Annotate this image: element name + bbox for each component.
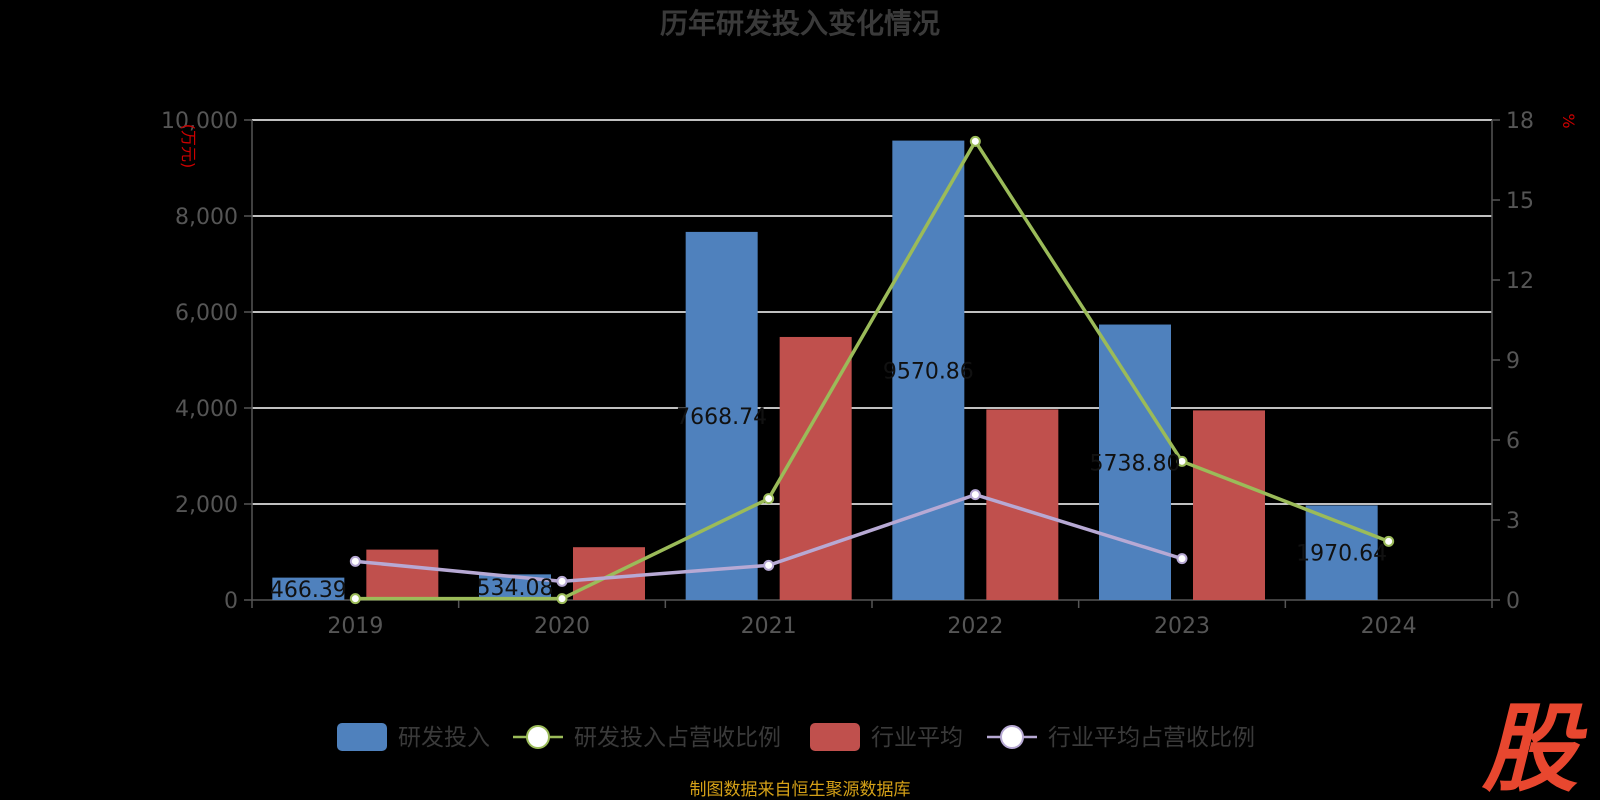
left-tick-label: 0	[224, 589, 238, 614]
legend-swatch-marker	[526, 725, 550, 749]
left-tick-label: 8,000	[175, 205, 238, 230]
x-tick-label: 2024	[1361, 614, 1417, 639]
bar-data-label: 534.08	[477, 576, 554, 601]
legend-label: 行业平均占营收比例	[1048, 725, 1255, 751]
bar-industry	[366, 549, 439, 600]
bar-rd	[685, 231, 758, 600]
left-tick-label: 2,000	[175, 493, 238, 518]
bar-rd	[1099, 324, 1171, 600]
bar-rd	[1305, 505, 1378, 600]
bar-industry	[1193, 410, 1265, 600]
bar-rd	[272, 577, 345, 600]
data-labels: 466.39 534.08 7668.74 9570.86 5738.80 1970.64	[270, 359, 1387, 603]
x-tick-label: 2020	[534, 614, 590, 639]
bar-data-label: 5738.80	[1090, 451, 1181, 476]
bar-rd	[892, 140, 965, 600]
line-point	[969, 135, 981, 147]
bar-data-label: 1970.64	[1296, 542, 1387, 567]
legend-label: 研发投入占营收比例	[574, 725, 781, 751]
bars	[272, 140, 1378, 600]
series-line	[355, 137, 1390, 601]
bar-data-label: 9570.86	[883, 359, 974, 384]
legend[interactable]: 研发投入 研发投入占营收比例 行业平均 行业平均占营收比例	[337, 723, 1255, 751]
right-tick-label: 12	[1506, 269, 1534, 294]
line-point	[349, 555, 361, 567]
bar-industry	[573, 547, 645, 600]
line-point	[556, 575, 568, 587]
chart-title: 历年研发投入变化情况	[660, 7, 940, 40]
x-tick-label: 2023	[1154, 614, 1210, 639]
x-tick-label: 2022	[947, 614, 1003, 639]
grid	[252, 119, 1492, 505]
line-point	[1383, 535, 1395, 547]
line-point	[556, 593, 568, 605]
right-tick-label: 6	[1506, 429, 1520, 454]
right-tick-label: 18	[1506, 109, 1534, 134]
bar-data-label: 466.39	[270, 578, 347, 603]
right-tick-label: 9	[1506, 349, 1520, 374]
line-point	[763, 559, 775, 571]
left-tick-label: 10,000	[161, 109, 238, 134]
left-tick-label: 4,000	[175, 397, 238, 422]
x-tick-label: 2021	[741, 614, 797, 639]
legend-swatch-marker	[1000, 725, 1024, 749]
line-point	[1176, 553, 1188, 565]
legend-label: 行业平均	[871, 725, 963, 751]
source-note: 制图数据来自恒生聚源数据库	[690, 780, 911, 800]
line-point	[763, 493, 775, 505]
x-tick-label: 2019	[327, 614, 383, 639]
right-tick-label: 0	[1506, 589, 1520, 614]
lines	[349, 135, 1395, 605]
line-point	[1176, 455, 1188, 467]
brand-logo: 股	[1481, 693, 1588, 800]
legend-swatch	[337, 723, 387, 751]
line-point	[349, 593, 361, 605]
right-tick-label: 15	[1506, 189, 1534, 214]
axes: 0 2,000 4,000 6,000 8,000 10,000 0 3 6 9 12 15 18 201…	[161, 109, 1578, 639]
line-point	[969, 489, 981, 501]
left-axis-unit: (万元)	[179, 124, 198, 169]
right-axis-unit: %	[1559, 113, 1578, 128]
left-tick-label: 6,000	[175, 301, 238, 326]
bar-industry	[986, 409, 1059, 600]
legend-label: 研发投入	[398, 725, 490, 751]
bar-data-label: 7668.74	[676, 405, 767, 430]
legend-swatch	[810, 723, 860, 751]
right-tick-label: 3	[1506, 509, 1520, 534]
